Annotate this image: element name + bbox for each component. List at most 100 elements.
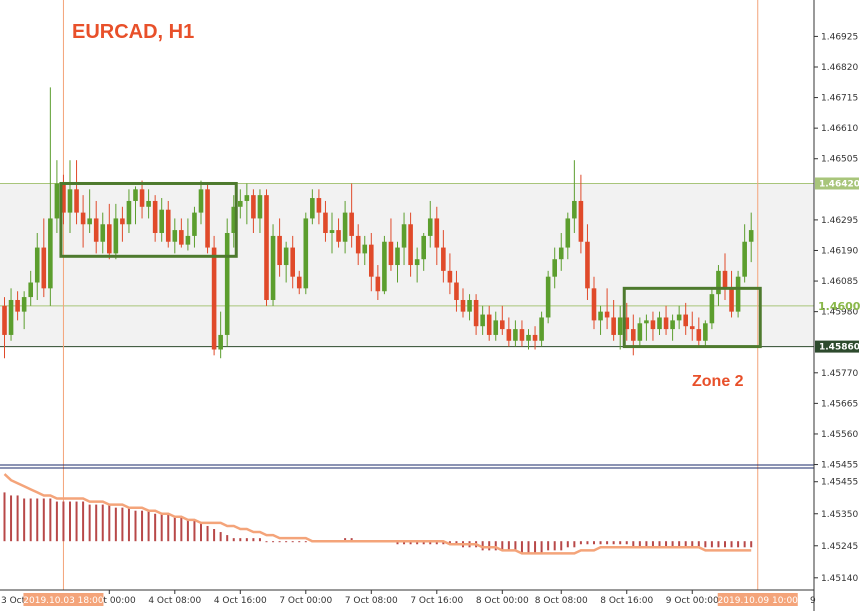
- macd-bar: [36, 498, 39, 542]
- price-tick-label: 1.45665: [821, 399, 858, 409]
- candle: [74, 160, 79, 225]
- candle-body: [663, 317, 669, 330]
- candle-body: [205, 189, 210, 248]
- candle-body: [15, 299, 20, 312]
- candle-body: [61, 183, 66, 213]
- zone-boxes: [59, 181, 762, 349]
- candle: [480, 305, 485, 335]
- macd-bar: [724, 541, 726, 548]
- candle: [473, 294, 479, 335]
- macd-bar: [186, 519, 189, 542]
- candle-body: [342, 212, 348, 242]
- candle-body: [545, 276, 551, 318]
- candle: [657, 311, 662, 335]
- candle-body: [146, 200, 151, 207]
- candle-body: [80, 212, 86, 225]
- candle-body: [126, 200, 132, 225]
- candle: [48, 87, 53, 306]
- candle: [578, 174, 584, 254]
- candle-body: [362, 244, 368, 254]
- candle-body: [133, 189, 138, 201]
- macd-bar: [684, 541, 687, 548]
- candle: [329, 212, 335, 254]
- macd-bar: [396, 541, 399, 545]
- candle-body: [401, 224, 407, 248]
- candle-body: [676, 314, 682, 321]
- macd-bar: [160, 513, 163, 542]
- candle: [598, 305, 603, 335]
- macd-bar: [416, 541, 419, 545]
- candle: [192, 206, 197, 248]
- macd-bar: [481, 541, 484, 551]
- macd-bar: [167, 513, 170, 542]
- macd-bar: [29, 498, 32, 542]
- candle-body: [434, 218, 440, 248]
- candle-body: [28, 282, 33, 298]
- candle-body: [703, 323, 708, 341]
- candle-body: [689, 326, 695, 330]
- macd-bar: [743, 541, 746, 548]
- macd-bar: [619, 541, 622, 545]
- macd-indicator: [0, 464, 814, 555]
- candle-body: [480, 314, 485, 327]
- candle-body: [427, 218, 433, 236]
- candle: [28, 270, 33, 306]
- macd-bar: [560, 541, 563, 551]
- price-tick-label: 1.46505: [821, 155, 858, 165]
- macd-bar: [252, 538, 255, 542]
- macd-bar: [671, 541, 674, 548]
- candle-body: [460, 299, 466, 312]
- macd-bar: [494, 541, 497, 551]
- macd-bar: [697, 541, 700, 548]
- candle-body: [211, 247, 217, 350]
- candle: [716, 265, 721, 306]
- candle-body: [179, 230, 184, 245]
- candle: [558, 233, 564, 271]
- candle-body: [87, 218, 92, 225]
- candle: [290, 235, 295, 289]
- candle: [382, 235, 387, 295]
- macd-bar: [593, 541, 595, 545]
- candle-body: [414, 259, 420, 266]
- zone-box-2: [622, 286, 762, 349]
- candle-body: [650, 320, 656, 330]
- vertical-marker-flag-0: [23, 593, 104, 606]
- candle-body: [748, 230, 754, 242]
- level-flag-2: [815, 340, 859, 353]
- candle-body: [716, 270, 721, 295]
- candle-body: [369, 244, 374, 277]
- candle-body: [67, 189, 73, 213]
- macd-bar: [278, 541, 281, 543]
- indicator-tick-label: 1.45350: [821, 510, 858, 520]
- candle: [689, 311, 695, 341]
- candle-body: [165, 209, 171, 242]
- candle-body: [270, 235, 276, 300]
- macd-bar: [147, 510, 150, 542]
- candle: [565, 212, 571, 260]
- price-tick-label: 1.46190: [821, 246, 858, 256]
- candle: [441, 230, 446, 283]
- candle: [218, 311, 223, 359]
- macd-bar: [645, 541, 648, 548]
- time-tick-label: 4 Oct 00:00: [83, 596, 136, 606]
- signal-line: [3, 473, 752, 555]
- candle: [500, 305, 505, 335]
- level-label-0: 1.46420: [819, 179, 860, 189]
- candle-body: [735, 276, 741, 312]
- macd-bar: [49, 498, 52, 542]
- candle: [637, 317, 643, 347]
- macd-bar: [258, 538, 261, 542]
- candle-body: [526, 334, 531, 341]
- macd-bar: [23, 498, 26, 542]
- indicator-tick-label: 1.45245: [821, 542, 858, 552]
- candle: [133, 186, 138, 225]
- candle: [624, 302, 630, 341]
- candle: [617, 305, 623, 350]
- candle: [532, 326, 538, 350]
- macd-bar: [180, 516, 183, 542]
- candle-body: [722, 270, 728, 289]
- macd-bar: [200, 522, 202, 542]
- candle: [224, 218, 230, 347]
- candle: [696, 317, 702, 347]
